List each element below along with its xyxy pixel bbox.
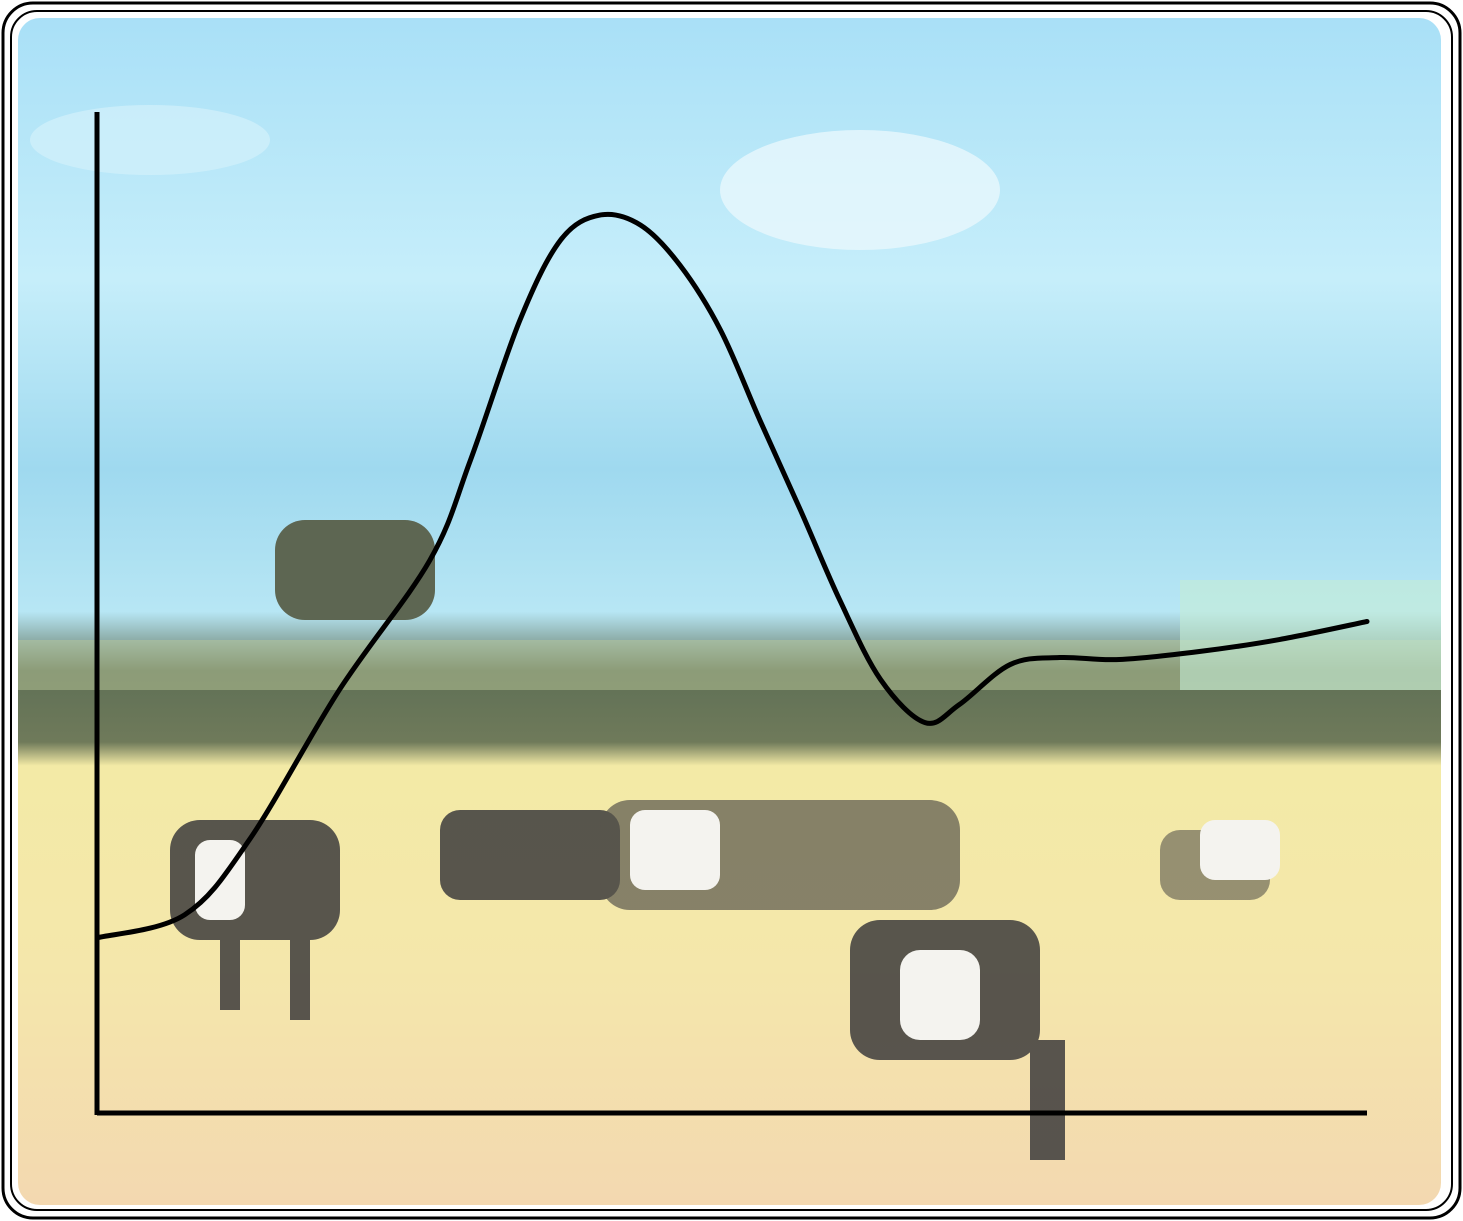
page: (() => { const data = JSON.parse(documen…	[0, 0, 1463, 1221]
background-photo	[18, 18, 1441, 1205]
cloud	[30, 105, 270, 175]
tree	[275, 520, 435, 620]
cloud	[720, 130, 1000, 250]
chart	[0, 0, 1463, 1221]
